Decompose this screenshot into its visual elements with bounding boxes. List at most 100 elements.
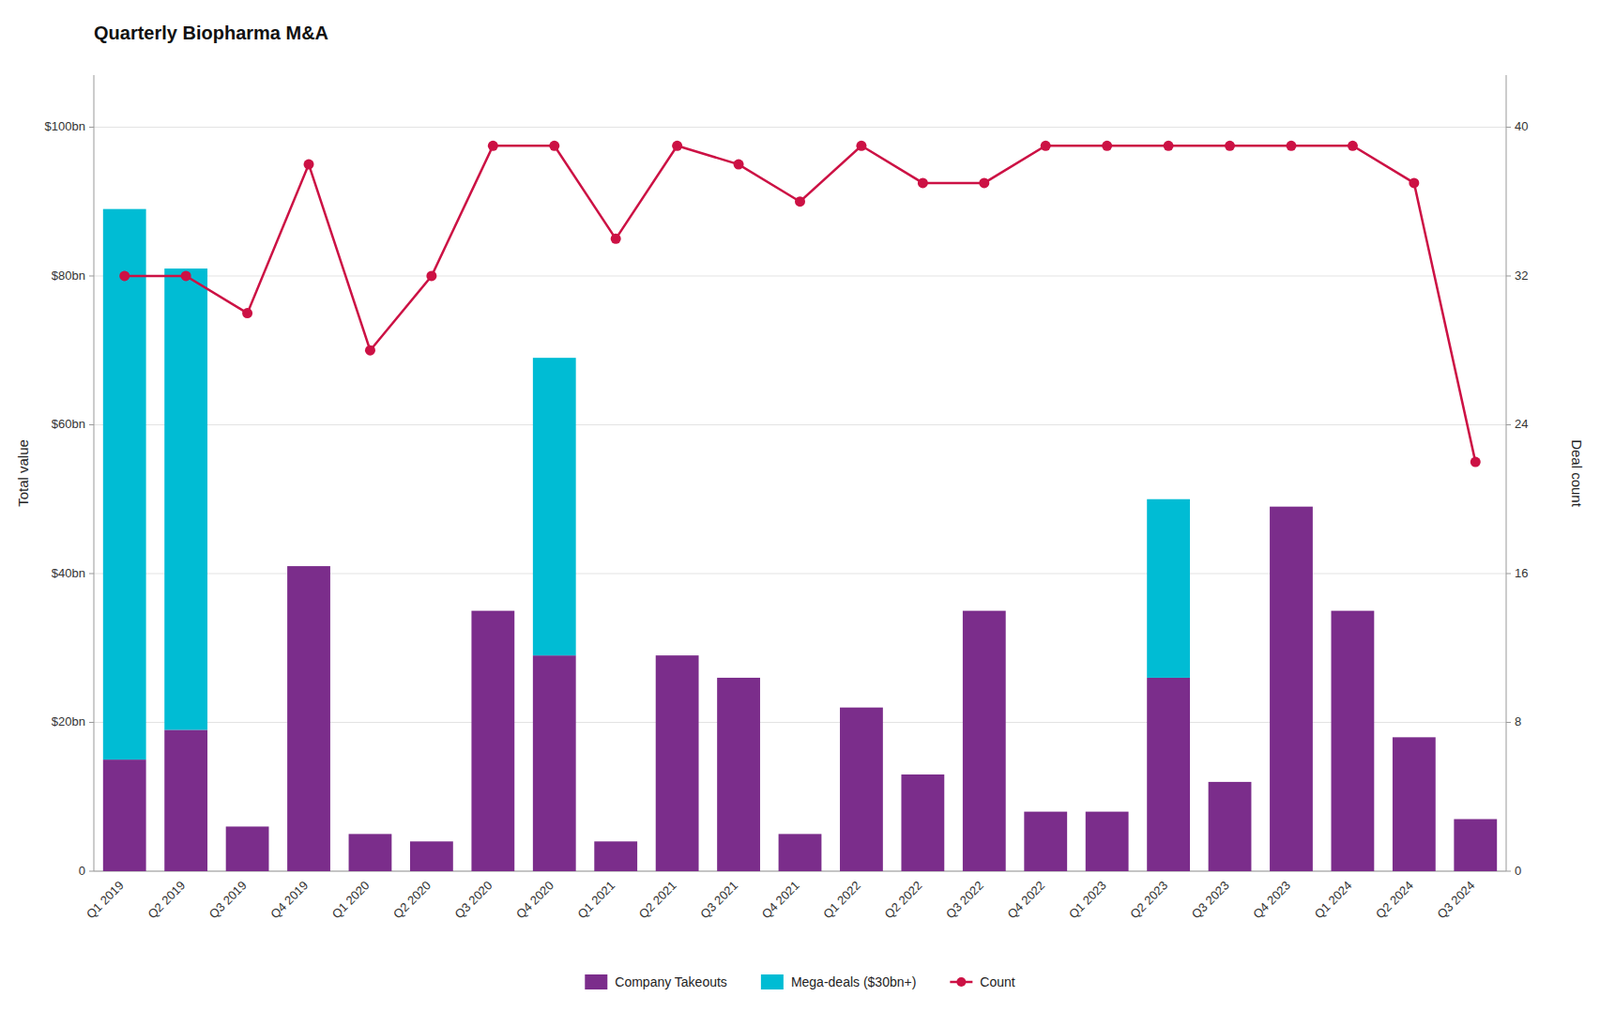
y2-axis-line: [1506, 75, 1508, 871]
bar: [655, 655, 700, 656]
x-tick-label: Q2 2023: [1127, 878, 1171, 922]
bar: [1085, 811, 1129, 871]
legend-label: Mega-deals ($30bn+): [791, 974, 916, 990]
y-axis-label: Total value: [15, 439, 31, 507]
bar: [471, 609, 515, 611]
bar-series: [103, 506, 1497, 871]
legend-item: Mega-deals ($30bn+): [761, 974, 916, 990]
bar: [103, 209, 147, 760]
bar: [287, 565, 331, 567]
point: [671, 140, 683, 152]
point: [978, 177, 990, 188]
x-tick-label: Q1 2021: [574, 878, 618, 922]
bar-series: [103, 209, 1190, 760]
y-axis-line: [93, 75, 95, 871]
y2-tick: [1506, 870, 1511, 872]
bar: [1208, 780, 1252, 782]
bar: [1085, 810, 1129, 812]
title: Quarterly Biopharma M&A: [93, 22, 329, 44]
y-tick: [89, 126, 94, 128]
x-tick-label: Q3 2020: [452, 878, 496, 922]
x-tick-label: Q2 2019: [144, 878, 188, 922]
bar: [716, 676, 761, 678]
grid: [93, 126, 1507, 871]
grid-line: [93, 274, 1507, 276]
bar: [164, 729, 208, 871]
point: [1040, 140, 1052, 152]
y-tick: [89, 721, 94, 723]
y2-tick: [1506, 424, 1511, 426]
y2-tick-label: 0: [1514, 863, 1522, 878]
bar: [533, 655, 577, 871]
point: [242, 307, 253, 319]
bar: [287, 565, 331, 871]
y-tick-label: $60bn: [51, 416, 86, 431]
bar: [1392, 736, 1436, 871]
x-tick-label: Q4 2022: [1004, 878, 1048, 922]
x-tick-label: Q2 2024: [1372, 878, 1417, 922]
bar: [778, 833, 823, 835]
chart: Quarterly Biopharma M&A0$20bn$40bn$60bn$…: [0, 0, 1600, 1012]
grid-line: [93, 424, 1507, 426]
y-tick-label: $40bn: [51, 565, 86, 580]
bar: [1331, 610, 1375, 871]
y-tick: [89, 424, 94, 426]
bar: [533, 357, 577, 656]
y-tick-label: $100bn: [45, 119, 86, 134]
x-tick-label: Q1 2019: [83, 878, 127, 922]
point: [1101, 140, 1113, 152]
bar: [1453, 818, 1497, 820]
line: [124, 145, 1477, 462]
bar: [900, 774, 945, 871]
y2-tick-label: 40: [1514, 119, 1528, 134]
y2-tick: [1506, 126, 1511, 128]
bar: [226, 825, 270, 827]
bar: [1023, 810, 1067, 812]
point: [610, 233, 622, 244]
bar: [226, 825, 270, 871]
x-tick-label: Q3 2024: [1434, 878, 1479, 922]
bar: [1269, 505, 1313, 507]
bar: [839, 706, 884, 708]
bar: [1146, 499, 1190, 678]
point: [487, 140, 499, 152]
y2-tick-label: 32: [1514, 268, 1528, 283]
point: [119, 270, 130, 281]
bar: [1146, 677, 1190, 871]
x-tick-label: Q1 2020: [329, 878, 373, 922]
bar: [1208, 781, 1252, 871]
y-tick: [89, 870, 94, 872]
legend-item: Count: [949, 974, 1015, 990]
bar: [349, 833, 393, 835]
x-tick-label: Q4 2020: [513, 878, 557, 922]
marks: [103, 140, 1497, 871]
bar: [164, 268, 208, 730]
bar: [594, 840, 638, 871]
point: [855, 140, 867, 152]
legend-item: Company Takeouts: [584, 974, 728, 990]
x-tick-label: Q1 2024: [1311, 878, 1356, 922]
point: [794, 196, 806, 207]
point: [426, 270, 437, 281]
x-tick-label: Q4 2021: [759, 878, 803, 922]
x-tick-label: Q1 2023: [1066, 878, 1110, 922]
bar: [1023, 811, 1067, 871]
point: [181, 270, 192, 281]
legend-swatch: [584, 974, 608, 990]
x-tick-label: Q3 2021: [697, 878, 741, 922]
point: [1285, 140, 1296, 152]
x-tick-label: Q4 2023: [1249, 878, 1294, 922]
x-tick-label: Q4 2019: [267, 878, 311, 922]
point: [365, 345, 376, 356]
bar: [1453, 819, 1497, 871]
y-tick: [89, 572, 94, 574]
bar: [1392, 736, 1436, 738]
y2-tick: [1506, 274, 1511, 276]
grid-line: [93, 126, 1507, 128]
legend-label: Company Takeouts: [614, 974, 728, 990]
bar: [778, 833, 823, 871]
y2-tick: [1506, 572, 1511, 574]
legend: Company Takeouts Mega-deals ($30bn+) Count: [584, 974, 1016, 990]
bar: [900, 773, 945, 775]
bar: [839, 707, 884, 871]
